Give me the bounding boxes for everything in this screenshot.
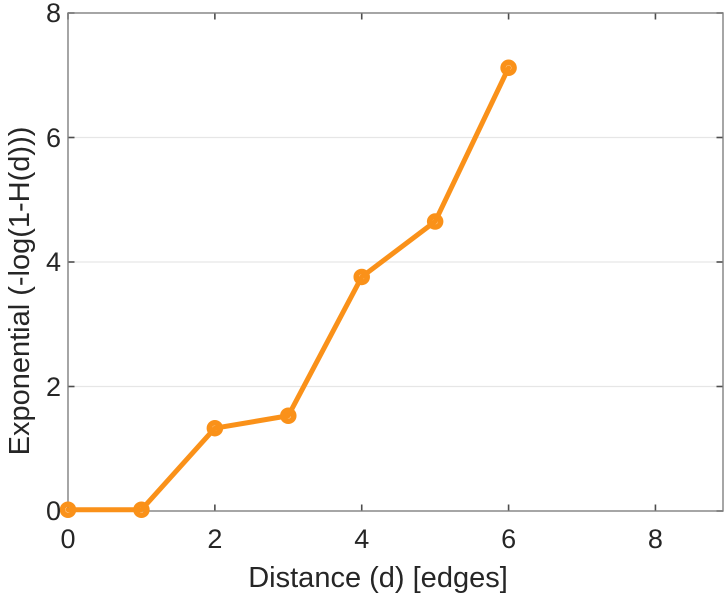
- y-tick-label: 0: [45, 496, 61, 526]
- x-tick-label: 0: [60, 524, 76, 554]
- data-point-marker: [500, 59, 517, 77]
- y-tick-label: 8: [45, 0, 61, 28]
- data-point-marker: [206, 419, 224, 437]
- y-tick-label: 6: [45, 122, 61, 153]
- y-tick-label: 4: [45, 247, 61, 277]
- x-axis-label: Distance (d) [edges]: [248, 562, 508, 594]
- x-tick-label: 4: [354, 524, 370, 554]
- data-point-marker: [133, 501, 150, 519]
- x-tick-label: 2: [207, 524, 223, 554]
- data-point-marker: [59, 501, 77, 519]
- data-point-marker: [426, 213, 444, 230]
- x-tick-label: 6: [501, 524, 517, 554]
- data-point-marker: [280, 407, 297, 425]
- y-axis-label: Exponential (-log(1-H(d))): [4, 126, 36, 456]
- y-tick-label: 2: [45, 371, 61, 402]
- data-point-marker: [353, 268, 370, 286]
- axes-box: [67, 12, 724, 512]
- x-tick-label: 8: [647, 524, 663, 554]
- data-line: [65, 65, 512, 513]
